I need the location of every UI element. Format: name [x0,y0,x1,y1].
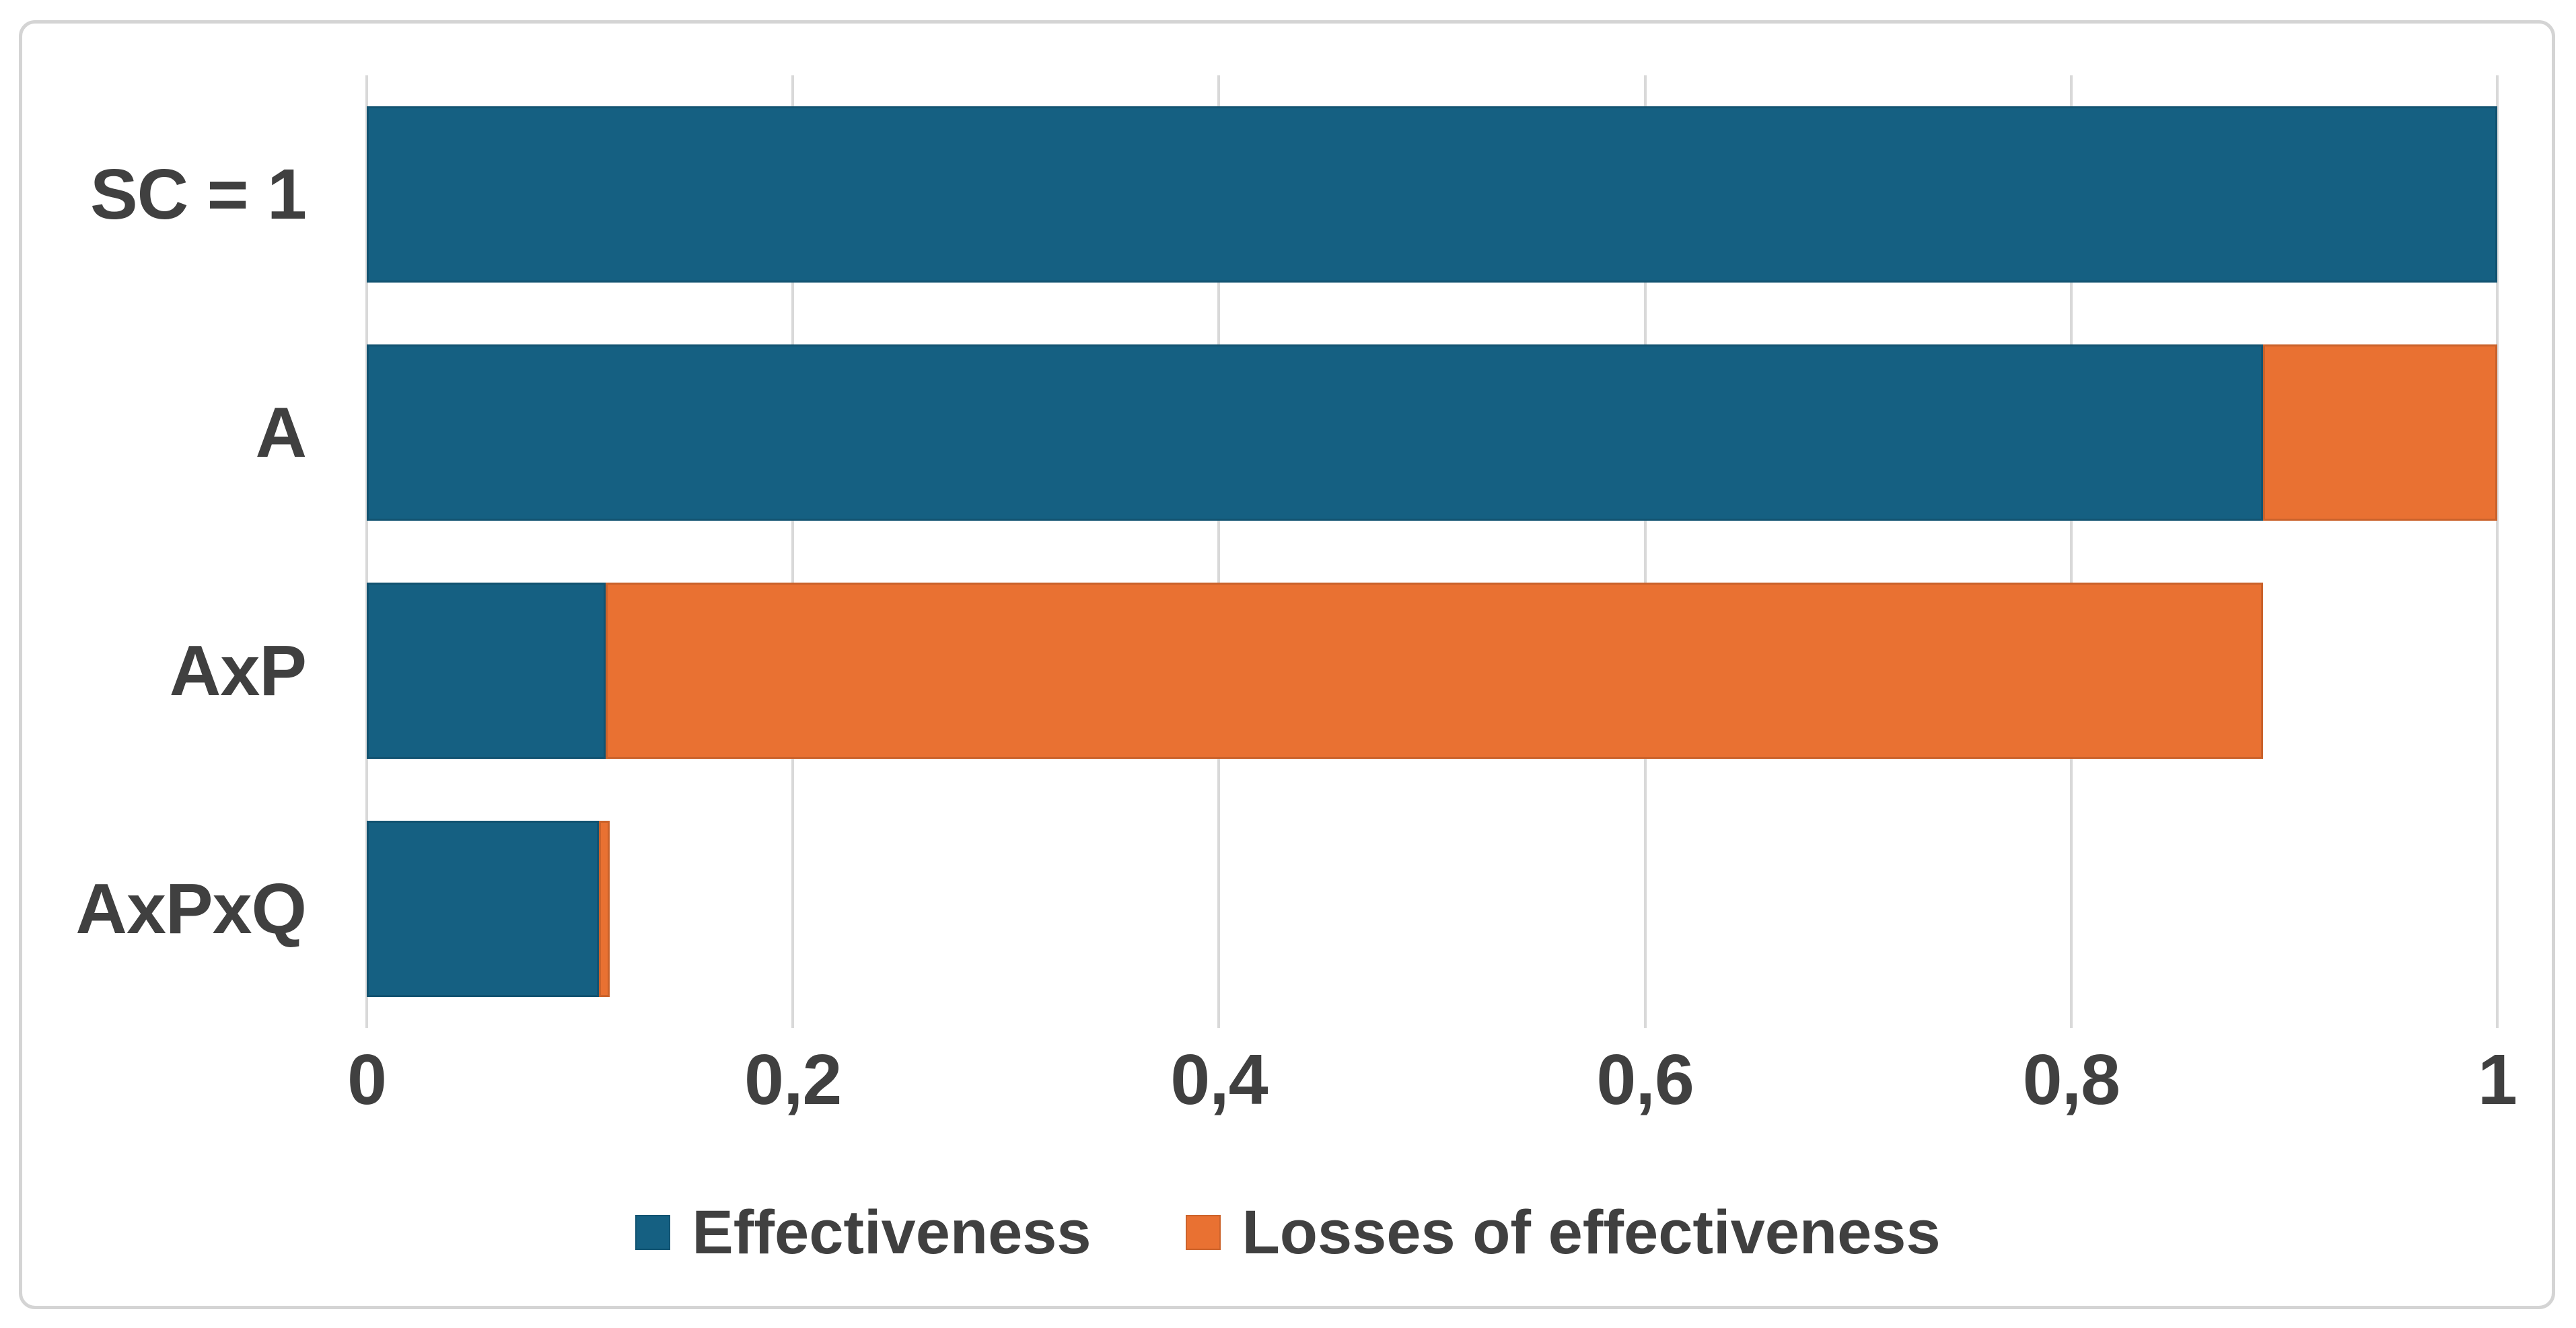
x-tick-label: 1 [2478,1040,2517,1119]
legend-label-effectiveness: Effectiveness [692,1198,1092,1267]
legend-label-losses: Losses of effectiveness [1242,1198,1941,1267]
gridline [1217,75,1221,1028]
plot-area [365,75,2499,1028]
category-label: AxP [169,631,307,710]
x-tick-label: 0,2 [744,1040,842,1119]
gridline [2496,75,2499,1028]
bars-layer [367,75,2497,1028]
x-tick-label: 0,8 [2022,1040,2120,1119]
bar-row [367,106,2497,283]
bar-row [367,583,2497,759]
gridline [1643,75,1647,1028]
legend-item-losses: Losses of effectiveness [1185,1197,1941,1267]
bar-row [367,821,2497,997]
category-label: SC = 1 [90,155,307,234]
category-label: A [255,393,307,472]
bar-segment-losses [605,583,2263,759]
bar-segment-effectiveness [367,106,2497,283]
x-tick-label: 0 [347,1040,387,1119]
x-tick-label: 0,6 [1596,1040,1694,1119]
bar-segment-losses [2262,344,2497,521]
legend: Effectiveness Losses of effectiveness [0,1197,2576,1267]
gridline [791,75,795,1028]
bar-segment-effectiveness [367,344,2263,521]
bar-row [367,344,2497,521]
gridline [2069,75,2073,1028]
legend-swatch-losses-icon [1185,1215,1221,1250]
x-tick-label: 0,4 [1170,1040,1268,1119]
bar-segment-effectiveness [367,583,606,759]
gridline [365,75,368,1028]
legend-swatch-effectiveness-icon [635,1215,671,1250]
bar-segment-effectiveness [367,821,600,997]
legend-item-effectiveness: Effectiveness [635,1197,1092,1267]
bar-segment-losses [599,821,610,997]
category-label: AxPxQ [75,869,307,949]
